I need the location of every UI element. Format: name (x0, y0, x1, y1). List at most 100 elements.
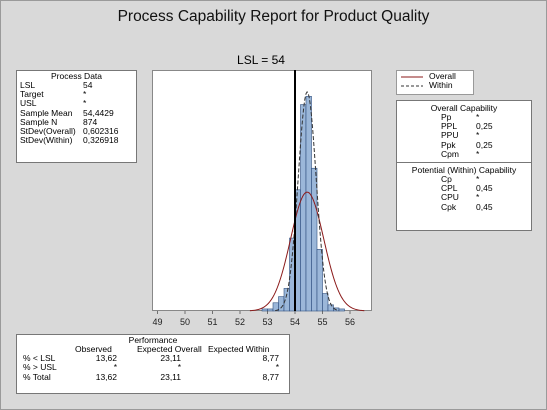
within-capability-row: CPU * (397, 193, 531, 202)
plot-area (152, 70, 372, 311)
histogram-bar (278, 296, 285, 312)
process-data-value: 0,326918 (83, 135, 119, 146)
performance-cell: * (177, 362, 181, 373)
performance-cell: 8,77 (262, 353, 279, 364)
chart-title: Process Capability Report for Product Qu… (117, 8, 430, 25)
within-capability-value: * (476, 173, 480, 184)
overall-capability-row: Cpm * (397, 148, 531, 159)
within-capability-value: 0,45 (476, 183, 493, 194)
within-capability-label: Cpk (441, 201, 457, 212)
performance-box: Performance Observed Expected Overall Ex… (16, 334, 290, 394)
within-capability-header: Potential (Within) Capability (411, 164, 517, 175)
performance-cell: 23,11 (160, 353, 181, 364)
performance-cell: 8,77 (262, 371, 279, 382)
process-data-box: Process Data LSL 54 Target * USL * Sample Mean… (16, 70, 137, 163)
legend-item-overall: Overall (397, 71, 473, 81)
within-capability-value: * (476, 192, 480, 203)
within-curve (275, 91, 340, 312)
within-capability-label: CPU (441, 192, 459, 203)
process-data-rows: LSL 54 Target * USL * Sample Mean 54,4429 Sample… (17, 80, 136, 146)
performance-row: % Total 13,62 23,11 8,77 (17, 371, 289, 382)
process-data-value: * (83, 89, 87, 100)
performance-cell: * (275, 362, 279, 373)
histogram-bar (316, 249, 323, 312)
x-tick-label: 51 (207, 317, 217, 327)
histogram-bar (327, 304, 334, 312)
legend-item-within: Within (397, 80, 473, 91)
performance-cell: 13,62 (95, 371, 117, 382)
plot-title: LSL = 54 (237, 53, 285, 67)
overall-capability-row: PPL 0,25 (397, 121, 531, 132)
col-observed: Observed (75, 344, 112, 354)
within-capability-row: Cp * (397, 173, 531, 184)
overall-capability-value: * (476, 130, 480, 141)
within-capability-row: Cpk 0,45 (397, 201, 531, 212)
histogram-bar (267, 308, 274, 312)
overall-capability-row: PPU * (397, 131, 531, 140)
process-data-label: Sample Mean (20, 107, 73, 118)
process-data-label: LSL (20, 80, 36, 90)
overall-curve (249, 191, 365, 312)
overall-capability-label: PPL (441, 121, 458, 132)
overall-capability-label: Ppk (441, 139, 456, 150)
overall-capability-value: 0,25 (476, 139, 493, 150)
within-capability-label: CPL (441, 183, 458, 194)
overall-capability-row: Ppk 0,25 (397, 139, 531, 150)
process-data-row: Sample Mean 54,4429 (17, 107, 136, 118)
performance-row: % < LSL 13,62 23,11 8,77 (17, 353, 289, 364)
histogram-bar (338, 308, 345, 312)
x-tick-label: 50 (180, 317, 190, 327)
x-tick-label: 52 (235, 317, 245, 327)
histogram-bar (305, 96, 312, 312)
performance-cell: 23,11 (160, 371, 181, 382)
process-data-value: * (83, 98, 87, 109)
overall-capability-value: * (476, 148, 480, 159)
histogram-bar (322, 293, 329, 312)
x-tick-label: 53 (262, 317, 272, 327)
process-data-row: Sample N 874 (17, 116, 136, 127)
capability-box: Overall Capability Pp * PPL 0,25 PPU * Ppk 0,25… (396, 100, 532, 231)
legend-label-within: Within (429, 80, 453, 91)
process-data-value: 54 (83, 80, 93, 90)
histogram-bar (261, 308, 268, 312)
col-expected-within: Expected Within (208, 344, 270, 354)
process-data-value: 0,602316 (83, 125, 119, 136)
overall-capability-value: 0,25 (476, 121, 493, 132)
within-capability-rows: Cp * CPL 0,45 CPU * Cpk 0,45 (397, 173, 531, 212)
col-expected-overall: Expected Overall (137, 344, 202, 354)
legend-box: Overall Within (396, 70, 474, 95)
x-tick-label: 55 (317, 317, 327, 327)
process-data-row: Target * (17, 89, 136, 100)
within-line-swatch (401, 85, 423, 87)
process-data-label: USL (20, 98, 37, 109)
process-data-label: StDev(Overall) (20, 125, 76, 136)
process-data-row: StDev(Within) 0,326918 (17, 135, 136, 146)
overall-capability-header: Overall Capability (430, 103, 498, 113)
performance-row: % > USL * * * (17, 363, 289, 372)
performance-header: Performance (128, 335, 178, 345)
process-data-label: Sample N (20, 116, 58, 127)
process-data-row: USL * (17, 99, 136, 108)
overall-capability-label: Pp (441, 112, 452, 122)
x-tick-label: 49 (152, 317, 162, 327)
performance-row-label: % < LSL (23, 353, 56, 364)
within-capability-label: Cp (441, 173, 452, 184)
process-data-value: 54,4429 (83, 107, 114, 118)
process-data-value: 874 (83, 116, 98, 127)
performance-row-label: % > USL (23, 362, 57, 373)
process-data-row: LSL 54 (17, 80, 136, 90)
x-tick-label: 54 (290, 317, 300, 327)
performance-rows: % < LSL 13,62 23,11 8,77 % > USL * * * % Total 13… (17, 353, 289, 382)
performance-cell: 13,62 (95, 353, 117, 364)
overall-capability-label: PPU (441, 130, 459, 141)
within-capability-value: 0,45 (476, 201, 493, 212)
within-capability-row: CPL 0,45 (397, 183, 531, 194)
overall-capability-row: Pp * (397, 112, 531, 122)
overall-capability-value: * (476, 112, 480, 122)
process-data-label: Target (20, 89, 44, 100)
process-data-header: Process Data (50, 71, 103, 81)
overall-capability-label: Cpm (441, 148, 459, 159)
performance-row-label: % Total (23, 371, 51, 382)
histogram-bar (311, 167, 318, 312)
